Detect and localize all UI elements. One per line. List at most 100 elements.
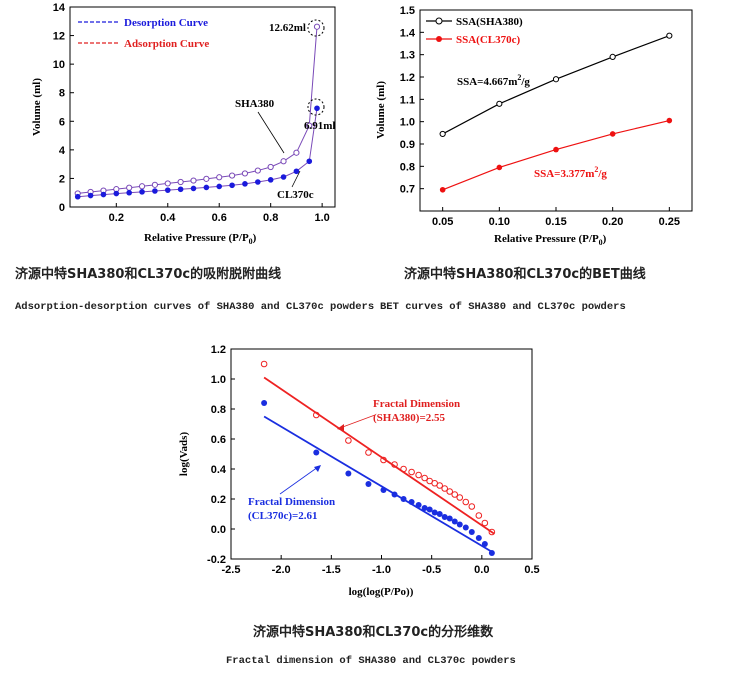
caption-adsorption-en: Adsorption-desorption curves of SHA380 a… — [15, 301, 375, 313]
data-point-SHA380 — [391, 461, 398, 468]
data-point-SHA380 — [488, 528, 496, 536]
data-point-CL370c — [229, 182, 235, 189]
data-point-SHA380 — [216, 174, 223, 181]
sha-ssa-sup: 2 — [517, 73, 521, 82]
chart1-xtick-label: 0.4 — [160, 212, 176, 224]
series-line-CL370c — [77, 108, 318, 198]
data-point-SHA380 — [267, 163, 274, 171]
chart1-ytick-label: 2 — [59, 173, 65, 185]
sha-fractal-label-1: Fractal Dimension — [373, 398, 460, 410]
chart3-xtick-label: -2.0 — [272, 564, 291, 576]
cl-fractal-arrowhead — [314, 465, 321, 472]
fractal-dimension-chart: -2.5 -2.0 -1.5 -1.0 -0.5 0.0 0.5 -0.2 0.0 0.2 0.4 0… — [178, 344, 540, 598]
chart1-legend: Desorption Curve Adsorption Curve — [78, 17, 209, 50]
sha-ssa-value: SSA=4.667m — [457, 76, 517, 88]
chart3-xlabel: log(log(P/Po)) — [349, 586, 414, 598]
cl370c-pointer — [291, 170, 301, 188]
data-point-CL370c — [475, 535, 482, 541]
chart3-plot-area — [260, 360, 496, 556]
chart2-xlabel: Relative Pressure (P/P0) — [494, 233, 607, 247]
data-point-CL370c — [280, 174, 287, 180]
chart2-ytick-label: 1.2 — [400, 72, 415, 84]
legend-cl-marker — [436, 36, 442, 42]
adsorption-desorption-chart: 0.2 0.4 0.6 0.8 1.0 0 2 4 6 8 10 12 14 Desorption Cu… — [31, 2, 336, 246]
chart3-ytick-label: 1.0 — [211, 374, 226, 386]
chart2-xtick-label: 0.10 — [489, 216, 510, 228]
data-point-CL370c — [408, 499, 415, 505]
cl-peak-highlight — [307, 98, 325, 116]
chart1-xlabel-sub: 0 — [249, 237, 253, 246]
caption-fractal-en: Fractal dimension of SHA380 and CL370c p… — [226, 655, 516, 667]
sha-ssa-unit: /g — [520, 76, 530, 88]
data-point-CL370c — [126, 189, 132, 196]
data-point-SHA380 — [312, 411, 320, 419]
chart1-ytick-label: 4 — [59, 145, 66, 157]
data-point-CL370c — [177, 186, 184, 193]
chart3-xtick-label: -1.5 — [322, 564, 341, 576]
chart2-ytick-label: 0.8 — [400, 161, 415, 173]
chart3-xtick-label: 0.0 — [474, 564, 489, 576]
data-point-SHA380 — [446, 488, 454, 495]
chart3-frame — [230, 348, 533, 560]
data-point-CL370c — [74, 193, 81, 200]
data-point-SHA380 — [280, 158, 287, 165]
legend-sha-label: SSA(SHA380) — [456, 16, 523, 28]
chart2-ticks: 0.05 0.10 0.15 0.20 0.25 0.7 0.8 0.9 1.0 1.1 1.2 1.… — [400, 5, 680, 228]
data-point-SHA380 — [451, 491, 459, 498]
data-point-SHA380 — [126, 184, 133, 191]
data-point-CL370c — [255, 179, 261, 185]
data-point-CL370c — [451, 518, 458, 525]
cl-ssa-value: SSA=3.377m — [534, 168, 594, 180]
chart2-ytick-label: 0.9 — [400, 139, 415, 151]
data-point-CL370c — [313, 449, 320, 456]
sha-fractal-label-2: (SHA380)=2.55 — [373, 412, 445, 424]
data-point-SHA380 — [164, 180, 171, 187]
chart1-ytick-label: 12 — [53, 31, 65, 43]
data-point-SSA(CL370c) — [609, 131, 616, 137]
data-point-CL370c — [87, 192, 94, 199]
caption-fractal-cn: 济源中特SHA380和CL370c的分形维数 — [253, 625, 494, 640]
data-point-CL370c — [113, 190, 120, 197]
data-point-SSA(SHA380) — [666, 32, 673, 39]
sha380-pointer — [257, 111, 285, 154]
data-point-SHA380 — [203, 175, 210, 182]
sha-fractal-pointer — [339, 414, 376, 429]
data-point-CL370c — [306, 158, 313, 165]
fit-line-CL370c — [263, 415, 495, 554]
chart3-ytick-label: 0.8 — [211, 404, 226, 416]
legend-adsorption-label: Adsorption Curve — [124, 38, 209, 50]
data-point-SSA(CL370c) — [496, 164, 503, 171]
data-point-SHA380 — [345, 437, 352, 444]
sha-ssa-label: SSA=4.667m2/g — [457, 73, 530, 88]
cl-ssa-unit: /g — [597, 168, 607, 180]
chart2-xlabel-end: ) — [603, 233, 607, 245]
chart2-ylabel: Volume (ml) — [375, 81, 387, 139]
legend-sha-marker — [435, 17, 443, 25]
sha-peak-highlight — [307, 19, 325, 37]
caption-adsorption-cn: 济源中特SHA380和CL370c的吸附脱附曲线 — [15, 267, 282, 282]
data-point-CL370c — [456, 521, 463, 528]
chart1-ytick-label: 0 — [59, 202, 65, 214]
data-point-SSA(SHA380) — [496, 100, 503, 107]
data-point-CL370c — [365, 481, 372, 487]
chart1-ytick-label: 8 — [59, 88, 65, 100]
data-point-SSA(CL370c) — [553, 146, 559, 153]
data-point-SHA380 — [293, 149, 300, 156]
chart1-ytick-label: 14 — [53, 2, 66, 14]
chart3-xtick-label: -2.5 — [222, 564, 241, 576]
chart3-ytick-label: 0.2 — [211, 494, 226, 506]
chart1-ylabel: Volume (ml) — [31, 78, 43, 136]
data-point-SSA(CL370c) — [666, 117, 673, 124]
chart3-ytick-label: 0.6 — [211, 434, 226, 446]
data-point-SHA380 — [260, 360, 268, 368]
data-point-CL370c — [380, 487, 387, 493]
data-point-SHA380 — [365, 449, 372, 456]
chart2-ytick-label: 1.3 — [400, 50, 415, 62]
data-point-SSA(SHA380) — [439, 130, 446, 138]
legend-desorption-label: Desorption Curve — [124, 17, 208, 29]
sha-fractal-arrowhead — [337, 424, 344, 431]
data-point-SHA380 — [400, 465, 407, 473]
chart2-xlabel-main: Relative Pressure (P/P — [494, 233, 599, 245]
cl-peak-label: 6.91ml — [304, 120, 335, 132]
